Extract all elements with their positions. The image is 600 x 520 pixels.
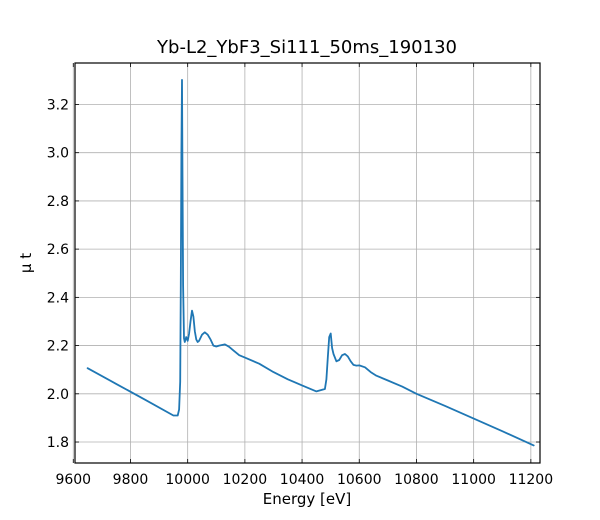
series-line — [86, 79, 535, 447]
x-tick-labels: 9600 9800 10000 10200 10400 10600 10800 11000 11… — [55, 472, 553, 488]
x-tick-label: 10800 — [394, 472, 439, 488]
x-axis-label: Energy [eV] — [263, 490, 351, 508]
x-tick-label: 9600 — [55, 472, 91, 488]
y-tick-label: 3.0 — [47, 146, 69, 162]
ticks — [72, 63, 540, 463]
series-layer — [86, 79, 535, 447]
x-tick-label: 10600 — [337, 472, 382, 488]
x-tick-label: 10200 — [223, 472, 268, 488]
y-axis-label: μ t — [17, 253, 35, 273]
y-tick-label: 2.0 — [47, 387, 69, 403]
y-tick-label: 3.2 — [47, 97, 69, 113]
y-tick-label: 2.4 — [47, 290, 69, 306]
y-tick-label: 2.8 — [47, 194, 69, 210]
y-tick-label: 2.6 — [47, 242, 69, 258]
grid — [72, 63, 540, 463]
y-tick-label: 2.2 — [47, 339, 69, 355]
x-tick-label: 11000 — [451, 472, 496, 488]
y-tick-label: 1.8 — [47, 435, 69, 451]
x-tick-label: 10000 — [165, 472, 210, 488]
plot-frame — [74, 62, 541, 464]
x-tick-label: 11200 — [509, 472, 554, 488]
chart-title: Yb-L2_YbF3_Si111_50ms_190130 — [156, 37, 457, 58]
y-tick-labels: 1.8 2.0 2.2 2.4 2.6 2.8 3.0 3.2 — [47, 97, 69, 451]
x-tick-label: 9800 — [113, 472, 149, 488]
x-tick-label: 10400 — [280, 472, 325, 488]
